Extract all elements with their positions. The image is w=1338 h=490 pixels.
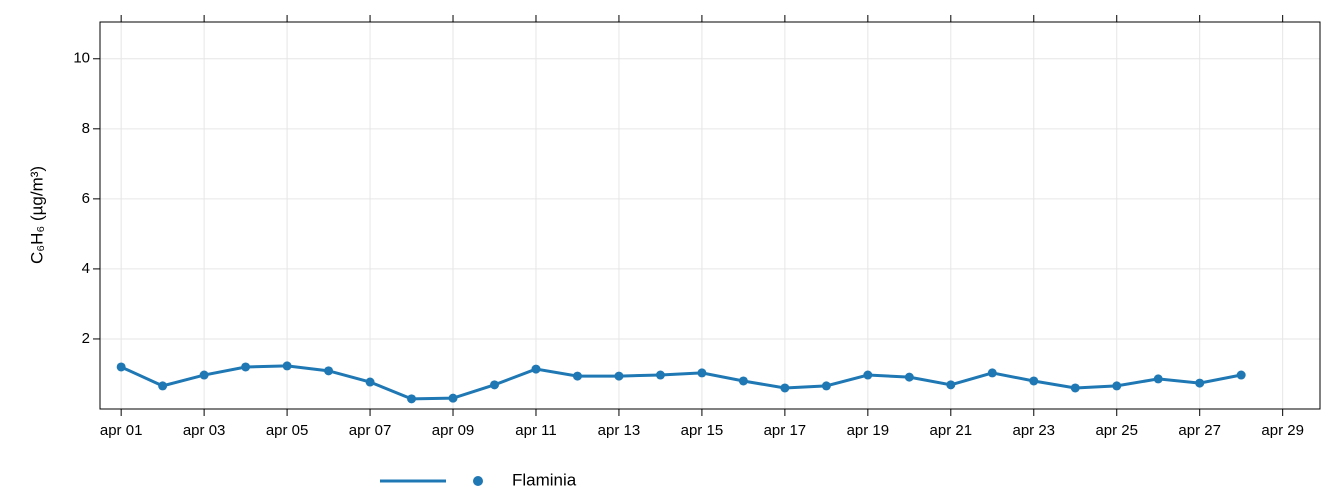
x-tick-label: apr 19 [847,422,890,439]
data-point [1070,383,1080,393]
x-tick-label: apr 11 [515,422,556,439]
y-tick-label: 8 [82,120,90,137]
data-point [1112,381,1122,391]
data-point [365,377,375,387]
data-point [448,393,458,403]
y-tick-label: 2 [82,330,90,347]
data-point [116,362,126,372]
x-tick-label: apr 25 [1095,422,1138,439]
data-point [572,371,582,381]
x-tick-label: apr 23 [1012,422,1055,439]
data-point [863,370,873,380]
data-point [324,366,334,376]
y-axis-label: C₆H₆ (µg/m³) [27,166,46,264]
data-point [531,364,541,374]
plot-frame [99,21,1321,410]
x-tick-label: apr 15 [681,422,724,439]
legend-label: Flaminia [512,470,577,489]
data-point [655,370,665,380]
data-line [120,364,1242,401]
data-point [1029,376,1039,386]
data-point [738,376,748,386]
data-point [987,368,997,378]
y-tick-label: 6 [82,190,90,207]
data-point [158,381,168,391]
x-tick-label: apr 13 [598,422,641,439]
data-point [199,370,209,380]
data-point [614,371,624,381]
y-tick-label: 4 [82,260,90,277]
x-tick-label: apr 17 [764,422,807,439]
x-tick-label: apr 03 [183,422,226,439]
data-point [1153,374,1163,384]
data-point [780,383,790,393]
x-tick-label: apr 27 [1178,422,1221,439]
data-point [1195,378,1205,388]
data-point [697,368,707,378]
x-tick-label: apr 21 [930,422,973,439]
x-tick-label: apr 05 [266,422,309,439]
data-point [241,362,251,372]
data-point [1236,370,1246,380]
data-point [904,372,914,382]
data-point [946,380,956,390]
data-point [282,361,292,371]
data-point [489,380,499,390]
x-tick-label: apr 09 [432,422,475,439]
legend-marker [473,476,483,486]
data-point [407,394,417,404]
data-point [821,381,831,391]
y-tick-label: 10 [73,50,90,67]
x-tick-label: apr 29 [1261,422,1304,439]
x-tick-label: apr 07 [349,422,392,439]
x-tick-label: apr 01 [100,422,143,439]
